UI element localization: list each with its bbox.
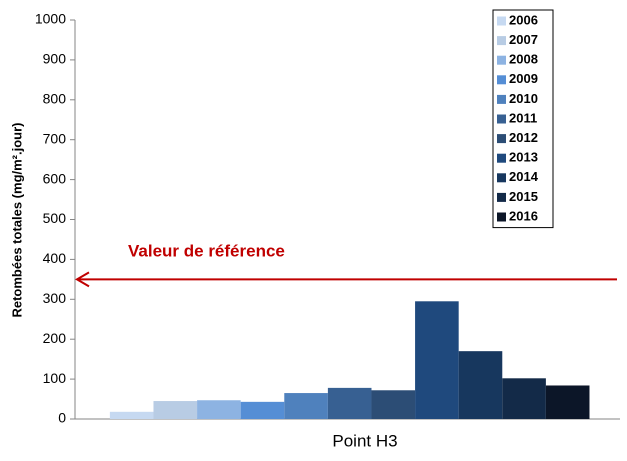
legend-swatch [497,153,506,163]
x-tick-label: Point H3 [332,431,397,450]
y-tick-label: 100 [43,370,67,386]
legend-label: 2006 [509,12,538,27]
legend-label: 2007 [509,32,538,47]
bar [415,301,459,419]
y-tick-label: 1000 [35,11,66,27]
y-tick-label: 700 [43,130,67,146]
legend-label: 2011 [509,110,537,125]
legend-swatch [497,16,506,26]
bar [153,401,198,419]
legend-label: 2015 [509,189,538,204]
y-tick-label: 900 [43,51,67,67]
y-tick-label: 600 [43,170,67,186]
legend-label: 2016 [509,208,538,223]
bar [284,393,328,419]
legend-swatch [497,173,506,183]
legend-swatch [497,94,506,104]
y-tick-label: 800 [43,91,67,107]
bar [109,411,154,419]
legend-swatch [497,192,506,202]
reference-arrowhead [75,271,90,288]
bar [240,401,285,419]
legend-swatch [497,114,506,124]
bar [545,385,590,419]
legend-label: 2013 [509,150,538,165]
reference-label: Valeur de référence [128,241,285,260]
legend-swatch [497,212,506,222]
bar [502,378,546,419]
y-tick-label: 400 [43,250,67,266]
legend-label: 2014 [509,169,539,184]
bar [458,351,503,419]
legend-label: 2010 [509,91,538,106]
y-axis-label: Retombées totales (mg/m².jour) [9,122,24,317]
y-tick-label: 500 [43,210,67,226]
bar [371,390,416,419]
legend-label: 2012 [509,130,538,145]
y-tick-label: 300 [43,290,67,306]
legend-swatch [497,36,506,46]
legend-swatch [497,75,506,85]
legend-label: 2009 [509,71,538,86]
legend-label: 2008 [509,52,538,67]
bar [197,400,241,419]
y-tick-label: 200 [43,330,67,346]
bar [327,387,372,419]
legend-swatch [497,134,506,144]
y-tick-label: 0 [58,410,66,426]
legend-swatch [497,55,506,65]
